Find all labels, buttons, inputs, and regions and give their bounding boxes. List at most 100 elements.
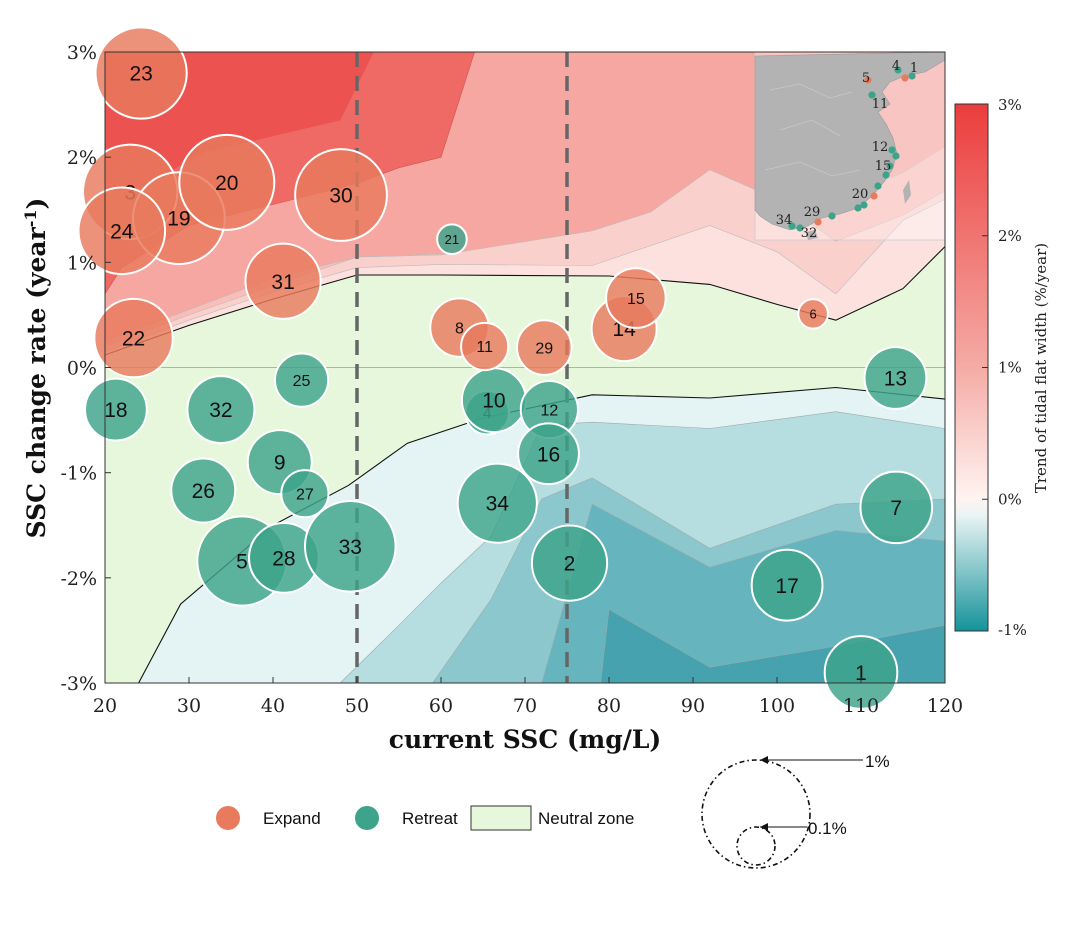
bubble-20: [178, 133, 276, 231]
bubble-layer: 1234567891011121314151617181920212223242…: [77, 26, 934, 710]
bubble-label-31: 31: [271, 271, 294, 294]
size-legend-small-circle: [736, 826, 776, 866]
inset-map-label-32: 32: [801, 226, 818, 241]
bubble-13: [863, 346, 928, 410]
bubble-label-27: 27: [296, 486, 314, 503]
inset-map-site-1: [868, 91, 876, 99]
x-axis-title: current SSC (mg/L): [389, 725, 662, 754]
inset-map-site-8: [882, 171, 890, 179]
bubble-label-13: 13: [884, 368, 907, 391]
bubble-label-26: 26: [192, 480, 215, 503]
bubble-label-25: 25: [293, 373, 311, 390]
x-tick-label-30: 30: [177, 695, 201, 717]
inset-map-site-11: [860, 201, 868, 209]
bubble-29: [516, 319, 573, 376]
bubble-18: [84, 377, 148, 442]
x-tick-label-90: 90: [681, 695, 705, 717]
bubble-33: [303, 499, 397, 593]
y-tick-label--2%: -2%: [60, 568, 97, 590]
colorbar-tick-label-3%: 3%: [998, 96, 1022, 114]
bubble-11: [460, 321, 510, 372]
neutral-upper-boundary: [105, 246, 945, 356]
bubble-label-32: 32: [209, 399, 232, 422]
bubble-label-23: 23: [129, 63, 152, 86]
legend-retreat-label: Retreat: [402, 809, 458, 828]
x-tick-label-60: 60: [429, 695, 453, 717]
size-legend-small-label: 0.1%: [808, 819, 847, 838]
inset-map-island: [903, 180, 911, 204]
bubble-6: [797, 298, 829, 330]
bubble-1: [823, 635, 899, 710]
bubble-2: [530, 524, 609, 602]
bubble-label-12: 12: [540, 402, 558, 419]
inset-map-label-20: 20: [852, 187, 869, 202]
bubble-label-29: 29: [535, 340, 553, 357]
y-axis-title-end: ): [22, 198, 51, 210]
y-tick-label-3%: 3%: [67, 42, 97, 64]
bubble-23: [94, 26, 188, 120]
colorbar: 3% 2% 1% 0% -1% Trend of tidal flat width (%…: [954, 96, 1050, 639]
bubble-21: [436, 223, 468, 255]
colorbar-tick-label-2%: 2%: [998, 227, 1022, 245]
colorbar-tick-label-1%: 1%: [998, 359, 1022, 377]
colorbar-tick-label-0%: 0%: [998, 490, 1022, 508]
bubble-label-7: 7: [890, 497, 902, 520]
inset-map-label-4: 4: [892, 59, 900, 74]
bubble-label-19: 19: [167, 208, 190, 231]
y-tick-label-0%: 0%: [67, 358, 97, 380]
y-axis-title: SSC change rate (year-1): [21, 198, 52, 539]
inset-map-label-15: 15: [875, 159, 892, 174]
x-tick-label-110: 110: [843, 695, 879, 717]
inset-map-label-29: 29: [804, 205, 821, 220]
legend-expand-marker: [216, 806, 240, 830]
inset-map-label-1: 1: [910, 61, 918, 76]
bubble-32: [186, 375, 256, 445]
inset-map-site-9: [874, 182, 882, 190]
inset-map-hainan: [806, 230, 818, 240]
inset-map-site-14: [814, 218, 822, 226]
bubble-27: [280, 469, 330, 519]
bubble-30: [294, 148, 388, 242]
bubble-17: [750, 548, 824, 622]
legend-neutral-swatch: [470, 805, 532, 831]
y-axis: -3% -2% -1% 0% 1% 2% 3%: [60, 42, 111, 695]
legend-neutral-label: Neutral zone: [538, 809, 634, 828]
colorbar-tick-label--1%: -1%: [998, 621, 1027, 639]
bubble-label-21: 21: [445, 232, 459, 247]
inset-map-site-4: [908, 72, 916, 80]
size-legend-large-circle: [701, 759, 811, 869]
y-axis-title-sup: -1: [21, 209, 40, 227]
bubble-22: [93, 297, 174, 379]
inset-map-site-7: [886, 162, 894, 170]
bubble-label-22: 22: [122, 328, 145, 351]
bubble-label-33: 33: [339, 536, 362, 559]
inset-map-site-10: [870, 192, 878, 200]
bubble-label-20: 20: [215, 172, 238, 195]
inset-map-site-3: [901, 74, 909, 82]
inset-map-site-2: [894, 66, 902, 74]
colorbar-ticks: 3% 2% 1% 0% -1%: [982, 96, 1027, 639]
inset-map-site-16: [788, 222, 796, 230]
x-tick-label-40: 40: [261, 695, 285, 717]
size-legend-small-arrowhead: [760, 823, 768, 831]
x-tick-label-70: 70: [513, 695, 537, 717]
x-tick-label-50: 50: [345, 695, 369, 717]
y-axis-title-main: SSC change rate (year: [22, 226, 51, 538]
x-tick-label-20: 20: [93, 695, 117, 717]
bubble-label-10: 10: [482, 390, 505, 413]
bubble-26: [170, 457, 237, 524]
y-tick-label--1%: -1%: [60, 463, 97, 485]
legend-expand-label: Expand: [263, 809, 321, 828]
bubble-31: [244, 242, 322, 320]
bubble-label-5: 5: [236, 551, 248, 574]
bubble-label-11: 11: [476, 339, 493, 356]
legend-retreat-marker: [355, 806, 379, 830]
inset-map-site-12: [854, 204, 862, 212]
bubble-label-15: 15: [627, 291, 645, 308]
bubble-label-2: 2: [564, 553, 576, 576]
x-tick-label-120: 120: [927, 695, 963, 717]
y-tick-label-2%: 2%: [67, 147, 97, 169]
bubble-label-30: 30: [329, 185, 352, 208]
bubble-label-28: 28: [272, 547, 295, 570]
